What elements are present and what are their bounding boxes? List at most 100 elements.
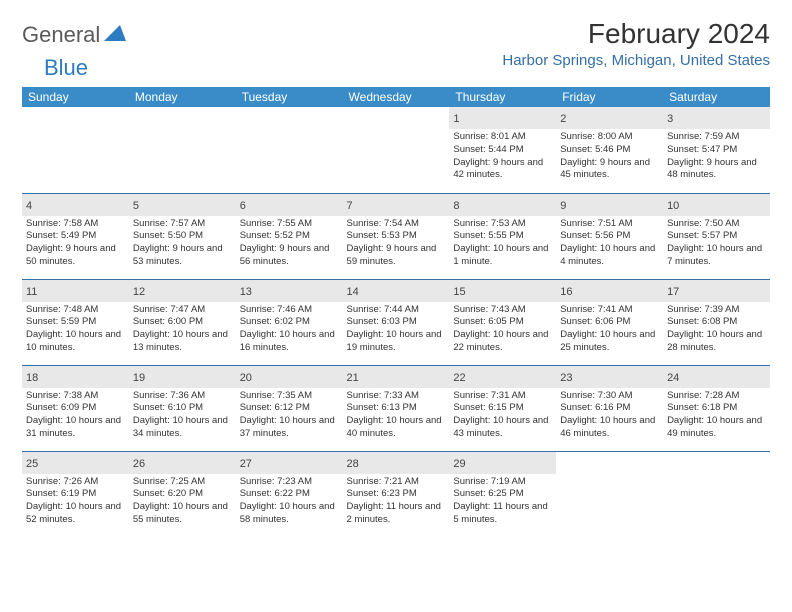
detail-line: Daylight: 10 hours and 13 minutes. bbox=[133, 329, 232, 355]
detail-line: Sunset: 6:18 PM bbox=[667, 402, 766, 415]
detail-line: Daylight: 9 hours and 48 minutes. bbox=[667, 157, 766, 183]
calendar-cell bbox=[556, 451, 663, 537]
day-number: 26 bbox=[133, 458, 145, 470]
detail-line: Sunset: 6:22 PM bbox=[240, 488, 339, 501]
calendar-week-row: 1Sunrise: 8:01 AMSunset: 5:44 PMDaylight… bbox=[22, 107, 770, 193]
day-number: 1 bbox=[453, 113, 459, 125]
day-details: Sunrise: 7:19 AMSunset: 6:25 PMDaylight:… bbox=[453, 476, 552, 527]
daynum-row: 29 bbox=[449, 452, 556, 474]
day-details: Sunrise: 7:35 AMSunset: 6:12 PMDaylight:… bbox=[240, 390, 339, 441]
detail-line: Sunrise: 7:21 AM bbox=[347, 476, 446, 489]
detail-line: Sunset: 6:03 PM bbox=[347, 316, 446, 329]
day-number: 25 bbox=[26, 458, 38, 470]
day-number: 13 bbox=[240, 286, 252, 298]
daynum-row: 18 bbox=[22, 366, 129, 388]
day-number: 14 bbox=[347, 286, 359, 298]
detail-line: Sunset: 5:49 PM bbox=[26, 230, 125, 243]
detail-line: Sunset: 5:50 PM bbox=[133, 230, 232, 243]
day-details: Sunrise: 7:57 AMSunset: 5:50 PMDaylight:… bbox=[133, 218, 232, 269]
calendar-cell: 21Sunrise: 7:33 AMSunset: 6:13 PMDayligh… bbox=[343, 365, 450, 451]
daynum-row: 11 bbox=[22, 280, 129, 302]
calendar-cell bbox=[663, 451, 770, 537]
daynum-row: 25 bbox=[22, 452, 129, 474]
title-block: February 2024 Harbor Springs, Michigan, … bbox=[502, 18, 770, 69]
detail-line: Daylight: 9 hours and 53 minutes. bbox=[133, 243, 232, 269]
detail-line: Daylight: 11 hours and 5 minutes. bbox=[453, 501, 552, 527]
detail-line: Sunrise: 8:01 AM bbox=[453, 131, 552, 144]
detail-line: Sunrise: 7:19 AM bbox=[453, 476, 552, 489]
calendar-cell: 29Sunrise: 7:19 AMSunset: 6:25 PMDayligh… bbox=[449, 451, 556, 537]
detail-line: Daylight: 10 hours and 22 minutes. bbox=[453, 329, 552, 355]
calendar-cell: 6Sunrise: 7:55 AMSunset: 5:52 PMDaylight… bbox=[236, 193, 343, 279]
calendar-week-row: 18Sunrise: 7:38 AMSunset: 6:09 PMDayligh… bbox=[22, 365, 770, 451]
detail-line: Sunset: 5:56 PM bbox=[560, 230, 659, 243]
detail-line: Sunset: 5:53 PM bbox=[347, 230, 446, 243]
location: Harbor Springs, Michigan, United States bbox=[502, 52, 770, 69]
day-details: Sunrise: 7:23 AMSunset: 6:22 PMDaylight:… bbox=[240, 476, 339, 527]
daynum-row: 24 bbox=[663, 366, 770, 388]
daynum-row: 4 bbox=[22, 194, 129, 216]
day-details: Sunrise: 7:33 AMSunset: 6:13 PMDaylight:… bbox=[347, 390, 446, 441]
day-number: 11 bbox=[26, 286, 37, 298]
daynum-row: 10 bbox=[663, 194, 770, 216]
detail-line: Daylight: 10 hours and 58 minutes. bbox=[240, 501, 339, 527]
detail-line: Daylight: 10 hours and 31 minutes. bbox=[26, 415, 125, 441]
detail-line: Daylight: 10 hours and 37 minutes. bbox=[240, 415, 339, 441]
calendar-cell: 17Sunrise: 7:39 AMSunset: 6:08 PMDayligh… bbox=[663, 279, 770, 365]
daynum-row: 13 bbox=[236, 280, 343, 302]
day-details: Sunrise: 7:36 AMSunset: 6:10 PMDaylight:… bbox=[133, 390, 232, 441]
daynum-row: 19 bbox=[129, 366, 236, 388]
detail-line: Sunset: 6:10 PM bbox=[133, 402, 232, 415]
day-number: 20 bbox=[240, 372, 252, 384]
detail-line: Sunset: 6:13 PM bbox=[347, 402, 446, 415]
detail-line: Daylight: 10 hours and 4 minutes. bbox=[560, 243, 659, 269]
detail-line: Daylight: 10 hours and 16 minutes. bbox=[240, 329, 339, 355]
detail-line: Sunrise: 7:35 AM bbox=[240, 390, 339, 403]
day-number: 6 bbox=[240, 200, 246, 212]
calendar-cell: 24Sunrise: 7:28 AMSunset: 6:18 PMDayligh… bbox=[663, 365, 770, 451]
day-details: Sunrise: 7:46 AMSunset: 6:02 PMDaylight:… bbox=[240, 304, 339, 355]
detail-line: Sunrise: 7:55 AM bbox=[240, 218, 339, 231]
detail-line: Daylight: 11 hours and 2 minutes. bbox=[347, 501, 446, 527]
day-details: Sunrise: 7:31 AMSunset: 6:15 PMDaylight:… bbox=[453, 390, 552, 441]
detail-line: Sunrise: 7:51 AM bbox=[560, 218, 659, 231]
day-details: Sunrise: 7:39 AMSunset: 6:08 PMDaylight:… bbox=[667, 304, 766, 355]
calendar-cell: 27Sunrise: 7:23 AMSunset: 6:22 PMDayligh… bbox=[236, 451, 343, 537]
calendar-cell: 7Sunrise: 7:54 AMSunset: 5:53 PMDaylight… bbox=[343, 193, 450, 279]
daynum-row: 21 bbox=[343, 366, 450, 388]
detail-line: Daylight: 9 hours and 42 minutes. bbox=[453, 157, 552, 183]
detail-line: Sunrise: 7:44 AM bbox=[347, 304, 446, 317]
day-details: Sunrise: 7:30 AMSunset: 6:16 PMDaylight:… bbox=[560, 390, 659, 441]
day-number: 10 bbox=[667, 200, 679, 212]
detail-line: Sunrise: 7:57 AM bbox=[133, 218, 232, 231]
detail-line: Sunset: 5:57 PM bbox=[667, 230, 766, 243]
detail-line: Daylight: 10 hours and 34 minutes. bbox=[133, 415, 232, 441]
day-details: Sunrise: 7:50 AMSunset: 5:57 PMDaylight:… bbox=[667, 218, 766, 269]
detail-line: Sunrise: 7:23 AM bbox=[240, 476, 339, 489]
detail-line: Sunrise: 7:50 AM bbox=[667, 218, 766, 231]
detail-line: Sunrise: 7:31 AM bbox=[453, 390, 552, 403]
detail-line: Sunrise: 7:46 AM bbox=[240, 304, 339, 317]
detail-line: Sunset: 5:52 PM bbox=[240, 230, 339, 243]
day-details: Sunrise: 8:00 AMSunset: 5:46 PMDaylight:… bbox=[560, 131, 659, 182]
calendar-cell: 25Sunrise: 7:26 AMSunset: 6:19 PMDayligh… bbox=[22, 451, 129, 537]
calendar-cell: 8Sunrise: 7:53 AMSunset: 5:55 PMDaylight… bbox=[449, 193, 556, 279]
detail-line: Sunrise: 7:43 AM bbox=[453, 304, 552, 317]
day-header: Thursday bbox=[449, 87, 556, 107]
calendar-cell: 19Sunrise: 7:36 AMSunset: 6:10 PMDayligh… bbox=[129, 365, 236, 451]
day-details: Sunrise: 7:28 AMSunset: 6:18 PMDaylight:… bbox=[667, 390, 766, 441]
day-details: Sunrise: 7:38 AMSunset: 6:09 PMDaylight:… bbox=[26, 390, 125, 441]
daynum-row: 15 bbox=[449, 280, 556, 302]
detail-line: Sunset: 5:59 PM bbox=[26, 316, 125, 329]
detail-line: Sunset: 6:02 PM bbox=[240, 316, 339, 329]
day-header: Wednesday bbox=[343, 87, 450, 107]
daynum-row: 16 bbox=[556, 280, 663, 302]
detail-line: Sunrise: 7:58 AM bbox=[26, 218, 125, 231]
detail-line: Sunset: 6:19 PM bbox=[26, 488, 125, 501]
detail-line: Sunrise: 7:25 AM bbox=[133, 476, 232, 489]
calendar-cell: 20 Sunrise: 7:35 AMSunset: 6:12 PMDayligh… bbox=[236, 365, 343, 451]
detail-line: Sunset: 6:23 PM bbox=[347, 488, 446, 501]
detail-line: Daylight: 10 hours and 46 minutes. bbox=[560, 415, 659, 441]
daynum-row bbox=[556, 452, 663, 456]
calendar-table: SundayMondayTuesdayWednesdayThursdayFrid… bbox=[22, 87, 770, 537]
